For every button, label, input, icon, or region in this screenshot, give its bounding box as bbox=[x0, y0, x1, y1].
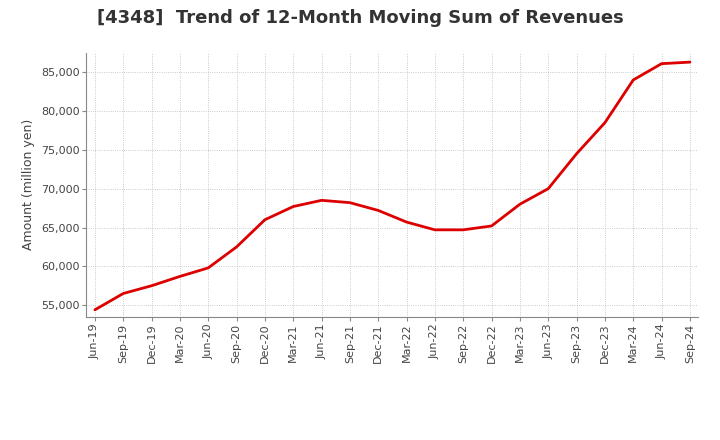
Y-axis label: Amount (million yen): Amount (million yen) bbox=[22, 119, 35, 250]
Text: [4348]  Trend of 12-Month Moving Sum of Revenues: [4348] Trend of 12-Month Moving Sum of R… bbox=[96, 9, 624, 27]
